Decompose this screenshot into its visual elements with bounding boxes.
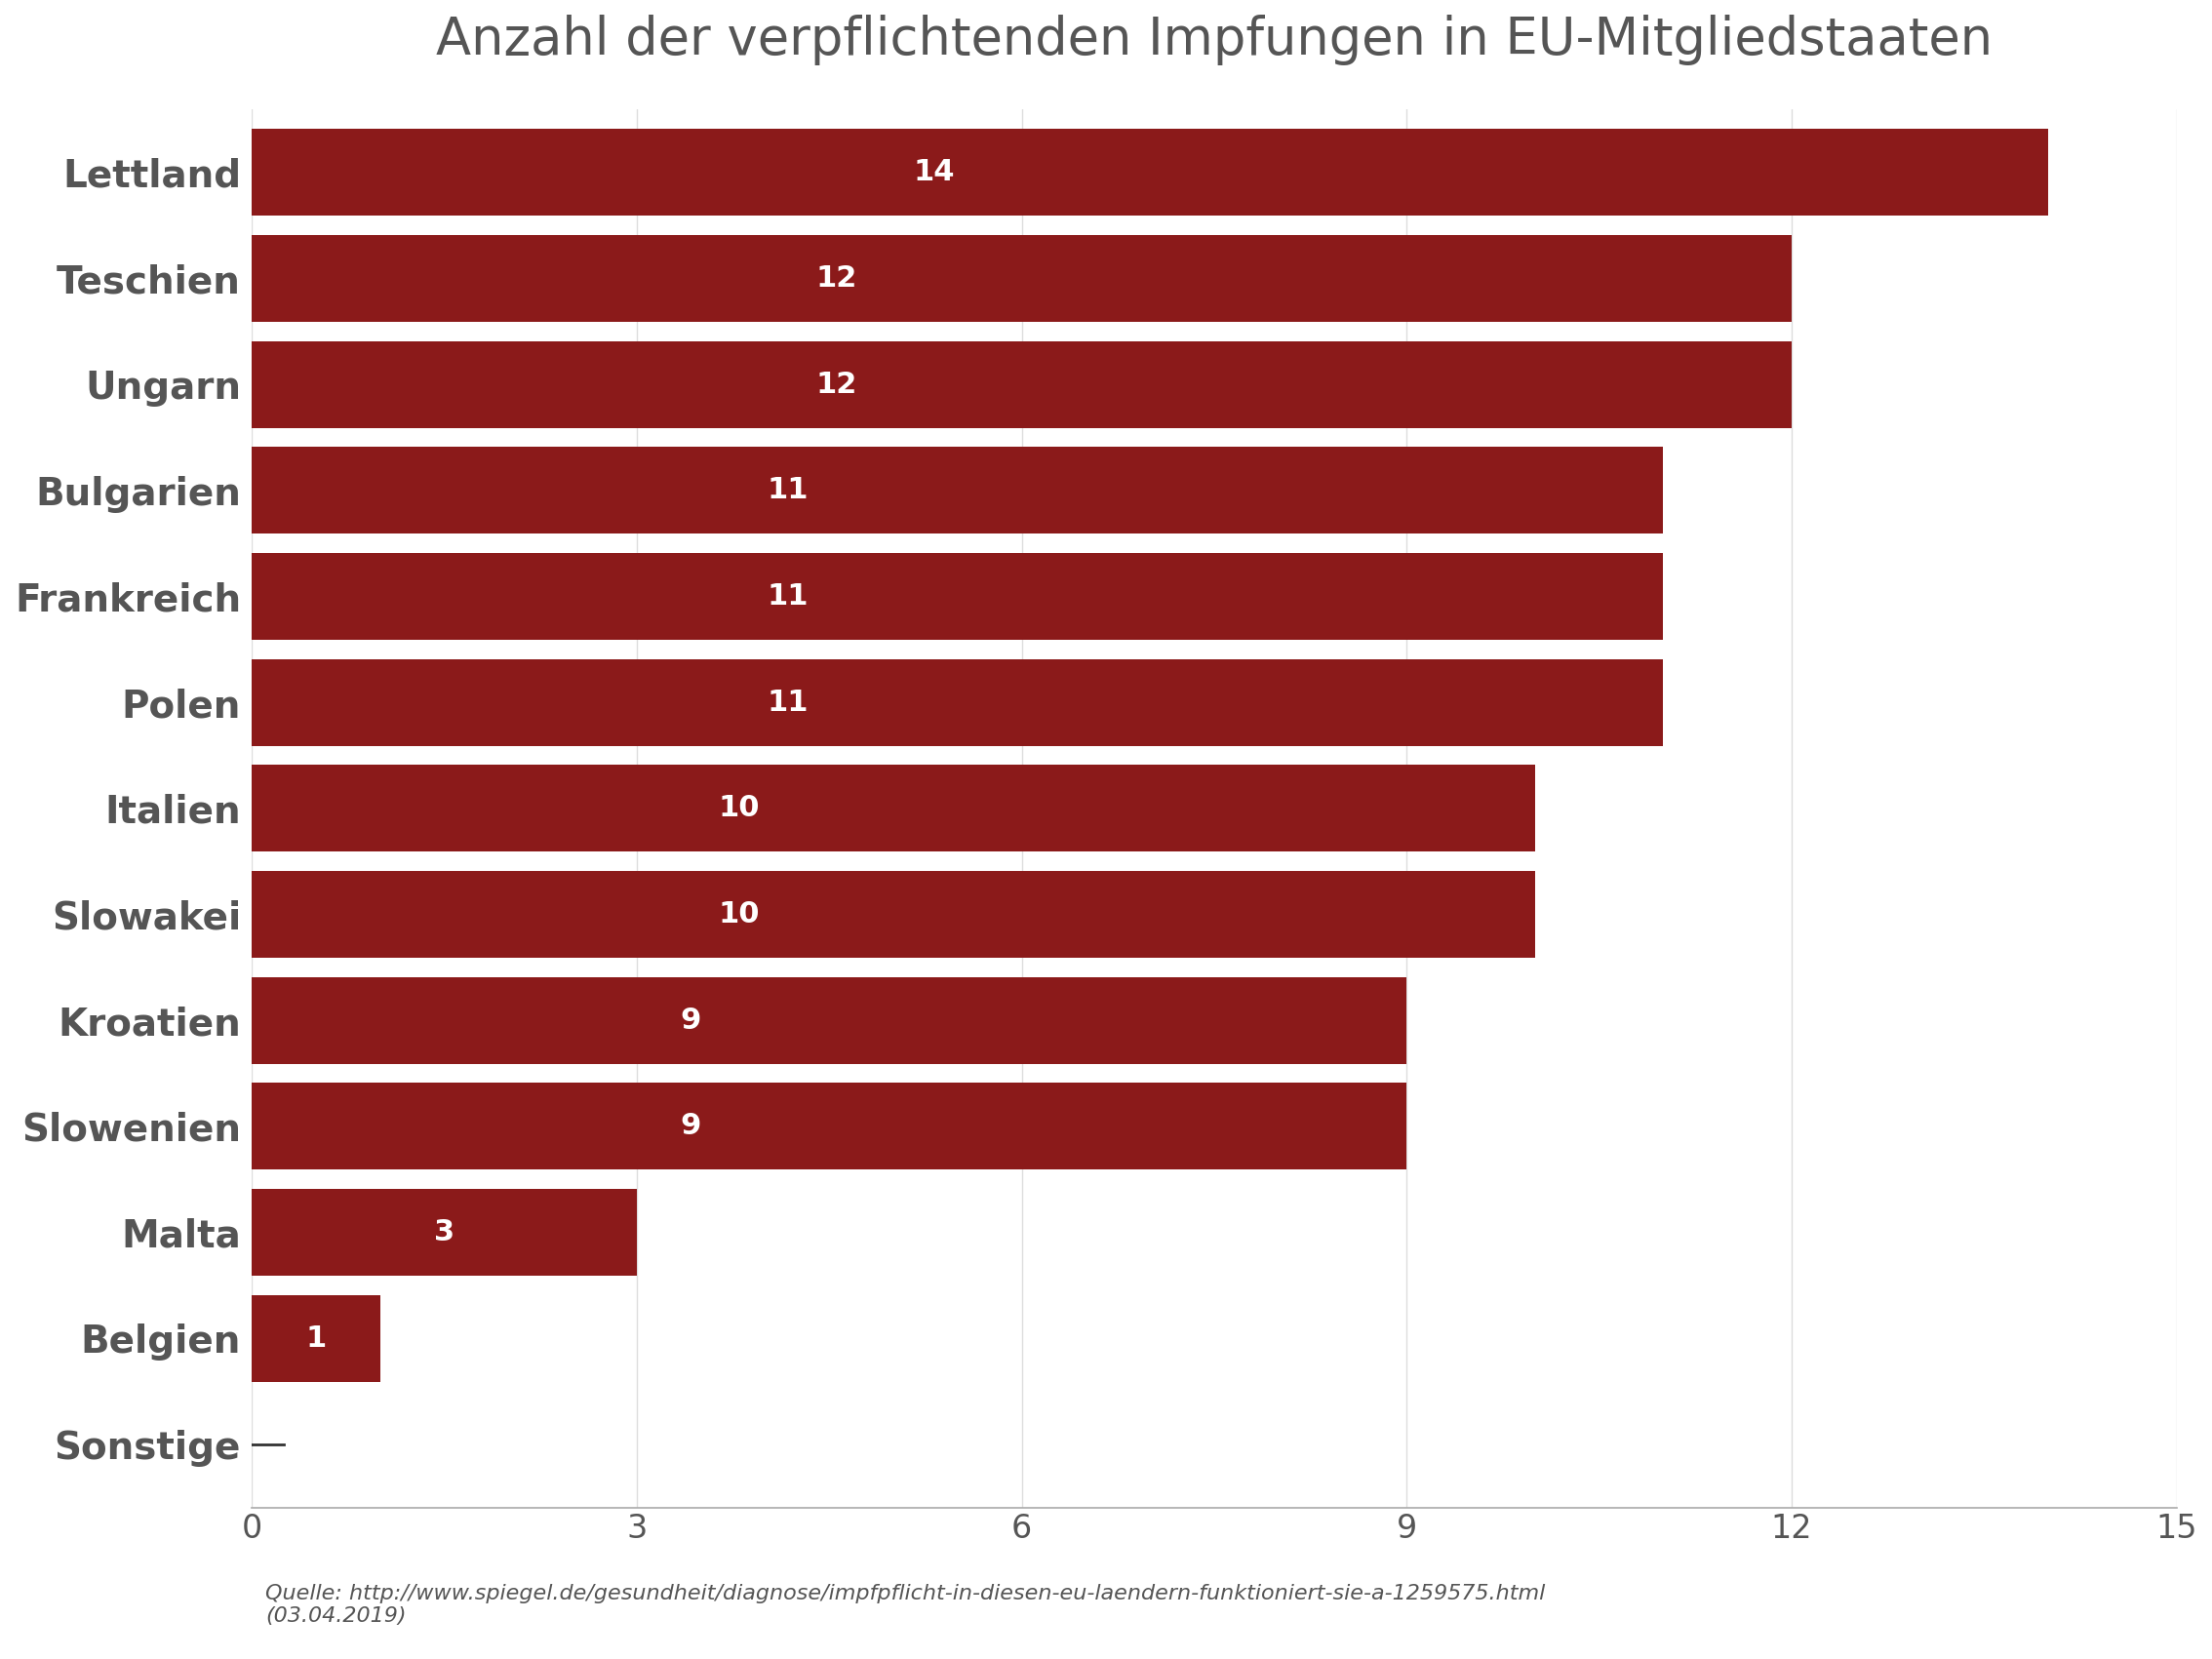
Text: 11: 11 [768, 582, 810, 611]
Bar [252, 1296, 380, 1382]
Bar [252, 977, 1407, 1063]
Bar [252, 342, 1792, 428]
Text: Quelle: http://www.spiegel.de/gesundheit/diagnose/impfpflicht-in-diesen-eu-laend: Quelle: http://www.spiegel.de/gesundheit… [265, 1584, 1546, 1626]
Bar [252, 552, 1663, 640]
Text: 10: 10 [719, 795, 761, 823]
Bar [252, 446, 1663, 534]
Text: 1: 1 [305, 1324, 327, 1352]
Text: 10: 10 [719, 901, 761, 929]
Title: Anzahl der verpflichtenden Impfungen in EU-Mitgliedstaaten: Anzahl der verpflichtenden Impfungen in … [436, 15, 1993, 65]
Bar [252, 129, 2048, 216]
Text: 14: 14 [914, 158, 956, 186]
Text: 9: 9 [681, 1007, 701, 1035]
Bar [252, 765, 1535, 851]
Bar [252, 871, 1535, 957]
Bar [252, 1083, 1407, 1170]
Text: 12: 12 [816, 370, 858, 398]
Text: 9: 9 [681, 1112, 701, 1140]
Text: 3: 3 [434, 1218, 456, 1246]
Text: 11: 11 [768, 476, 810, 504]
Bar [252, 659, 1663, 747]
Bar [252, 236, 1792, 322]
Text: 12: 12 [816, 264, 858, 292]
Bar [252, 1190, 637, 1276]
Text: 11: 11 [768, 688, 810, 717]
